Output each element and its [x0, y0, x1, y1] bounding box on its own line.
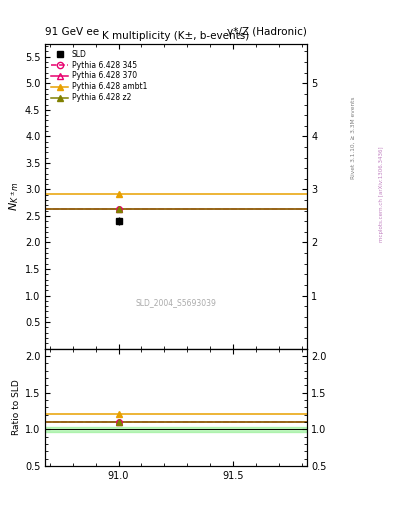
Legend: SLD, Pythia 6.428 345, Pythia 6.428 370, Pythia 6.428 ambt1, Pythia 6.428 z2: SLD, Pythia 6.428 345, Pythia 6.428 370,… — [49, 47, 150, 104]
Text: SLD_2004_S5693039: SLD_2004_S5693039 — [136, 298, 216, 307]
Text: 91 GeV ee: 91 GeV ee — [45, 27, 99, 37]
Text: Rivet 3.1.10, ≥ 3.3M events: Rivet 3.1.10, ≥ 3.3M events — [351, 97, 356, 180]
Text: mcplots.cern.ch [arXiv:1306.3436]: mcplots.cern.ch [arXiv:1306.3436] — [379, 147, 384, 242]
Bar — [45, 426, 307, 432]
Title: K multiplicity (K±, b-events): K multiplicity (K±, b-events) — [102, 31, 250, 41]
Y-axis label: Ratio to SLD: Ratio to SLD — [12, 379, 21, 435]
Text: γ*/Z (Hadronic): γ*/Z (Hadronic) — [227, 27, 307, 37]
Y-axis label: $N_{K^\pm m}$: $N_{K^\pm m}$ — [7, 181, 21, 211]
